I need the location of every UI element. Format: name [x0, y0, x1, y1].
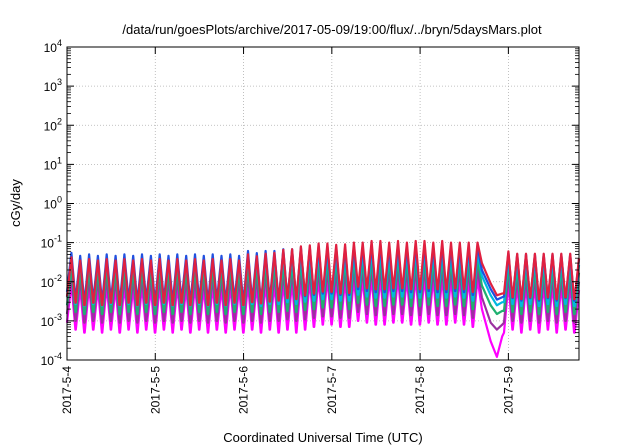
axis-ticks	[66, 46, 579, 361]
y-tick-label: 103	[44, 77, 62, 94]
y-tick-label: 104	[44, 38, 62, 55]
grid-lines	[67, 47, 579, 360]
series-line	[65, 239, 581, 307]
x-tick-label: 2017-5-9	[501, 366, 515, 414]
x-tick-label: 2017-5-6	[237, 366, 251, 414]
x-tick-labels: 2017-5-4 2017-5-5 2017-5-6 2017-5-7 2017-5-8…	[60, 366, 515, 414]
y-tick-labels: 10-4 10-3 10-2 10-1 100 101 102 103 104	[41, 38, 62, 368]
chart-title: /data/run/goesPlots/archive/2017-05-09/1…	[122, 22, 542, 37]
x-tick-label: 2017-5-5	[148, 366, 162, 414]
data-series	[65, 239, 581, 358]
y-tick-label: 10-4	[41, 351, 62, 368]
x-tick-label: 2017-5-8	[413, 366, 427, 414]
y-tick-label: 10-2	[41, 273, 62, 290]
y-tick-label: 102	[44, 116, 62, 133]
y-tick-label: 10-3	[41, 312, 62, 329]
y-tick-label: 100	[44, 195, 62, 212]
x-tick-label: 2017-5-7	[325, 366, 339, 414]
y-tick-label: 101	[44, 155, 62, 172]
x-axis-title: Coordinated Universal Time (UTC)	[223, 430, 422, 445]
x-tick-label: 2017-5-4	[60, 366, 74, 414]
y-axis-title: cGy/day	[8, 179, 23, 227]
y-tick-label: 10-1	[41, 234, 62, 251]
